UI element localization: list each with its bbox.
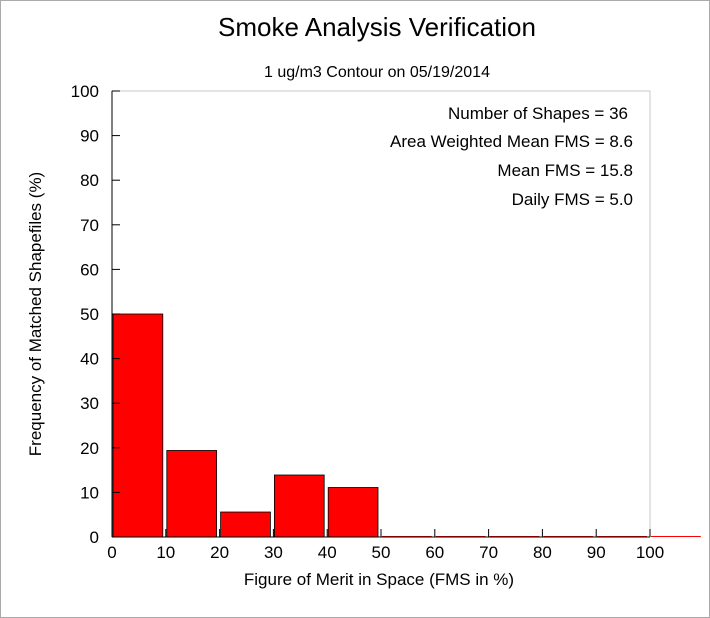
- stat-area-weighted-mean-fms: Area Weighted Mean FMS = 8.6: [390, 132, 633, 151]
- y-tick-label: 0: [90, 528, 99, 547]
- x-tick-label: 80: [533, 543, 552, 562]
- y-tick-label: 90: [80, 127, 99, 146]
- x-tick-label: 30: [264, 543, 283, 562]
- histogram-bar: [166, 450, 218, 538]
- chart-subtitle: 1 ug/m3 Contour on 05/19/2014: [264, 64, 490, 81]
- x-tick-label: 90: [587, 543, 606, 562]
- y-tick-label: 100: [71, 82, 99, 101]
- y-tick-label: 40: [80, 350, 99, 369]
- x-tick-label: 0: [107, 543, 116, 562]
- y-axis-label: Frequency of Matched Shapefiles (%): [26, 172, 45, 456]
- x-tick-label: 70: [479, 543, 498, 562]
- histogram-bar: [220, 511, 271, 538]
- x-tick-label: 100: [636, 543, 664, 562]
- stat-mean-fms: Mean FMS = 15.8: [497, 161, 633, 180]
- bars-group: [112, 313, 701, 538]
- y-tick-label: 50: [80, 305, 99, 324]
- histogram-bar: [327, 487, 379, 538]
- histogram-bar: [112, 313, 164, 538]
- stat-daily-fms: Daily FMS = 5.0: [512, 190, 633, 209]
- y-tick-label: 10: [80, 483, 99, 502]
- y-tick-label: 70: [80, 216, 99, 235]
- chart-title: Smoke Analysis Verification: [218, 12, 536, 42]
- x-tick-label: 60: [425, 543, 444, 562]
- tick-labels: 0 10 20 30 40 50 60 70 80 90 100 0 10 20 30 40 50 60 70 80 9…: [71, 82, 665, 562]
- x-tick-label: 10: [156, 543, 175, 562]
- y-tick-label: 20: [80, 439, 99, 458]
- y-tick-label: 60: [80, 260, 99, 279]
- histogram-bar: [273, 474, 325, 538]
- axes-group: [111, 90, 651, 538]
- x-axis-label: Figure of Merit in Space (FMS in %): [244, 570, 514, 589]
- x-tick-label: 40: [318, 543, 337, 562]
- stat-number-of-shapes: Number of Shapes = 36: [448, 104, 628, 123]
- histogram-bar: [651, 536, 701, 537]
- y-tick-label: 80: [80, 171, 99, 190]
- stats-annotations: Number of Shapes = 36 Area Weighted Mean…: [390, 104, 633, 209]
- x-tick-label: 20: [210, 543, 229, 562]
- x-tick-label: 50: [372, 543, 391, 562]
- y-tick-label: 30: [80, 394, 99, 413]
